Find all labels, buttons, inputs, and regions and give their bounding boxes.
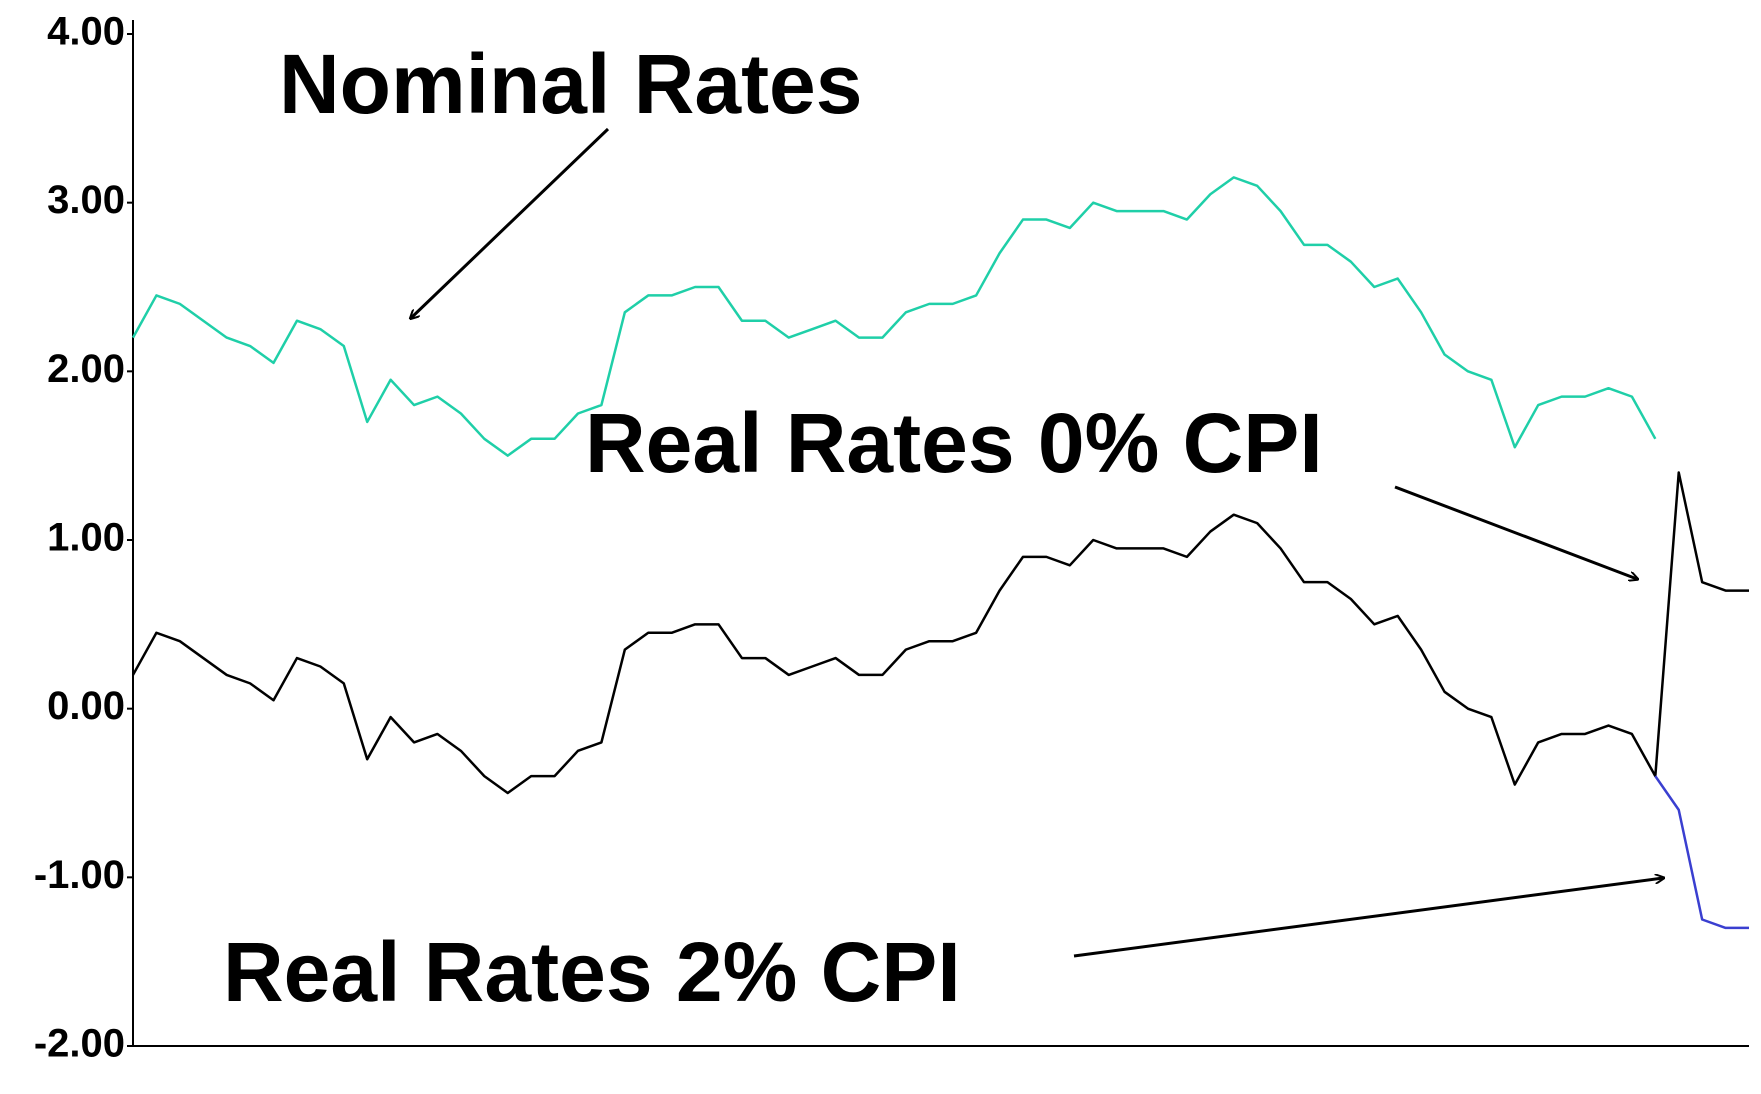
series-line (1654, 775, 1749, 930)
y-tick-label: -2.00 (34, 1022, 125, 1066)
y-tick-label: -1.00 (34, 853, 125, 897)
annotation: Real Rates 0% CPI (585, 396, 1323, 490)
arrow (1073, 878, 1663, 958)
y-tick-label: 4.00 (47, 10, 125, 54)
y-tick-label: 3.00 (47, 178, 125, 222)
series-line (131, 176, 1657, 457)
series-line (131, 471, 1749, 795)
annotation: Nominal Rates (279, 37, 863, 131)
arrow (411, 127, 610, 318)
arrow (1394, 485, 1637, 579)
y-tick-label: 0.00 (47, 684, 125, 728)
y-tick-label: 2.00 (47, 347, 125, 391)
annotation: Real Rates 2% CPI (223, 925, 961, 1019)
y-tick-label: 1.00 (47, 516, 125, 560)
